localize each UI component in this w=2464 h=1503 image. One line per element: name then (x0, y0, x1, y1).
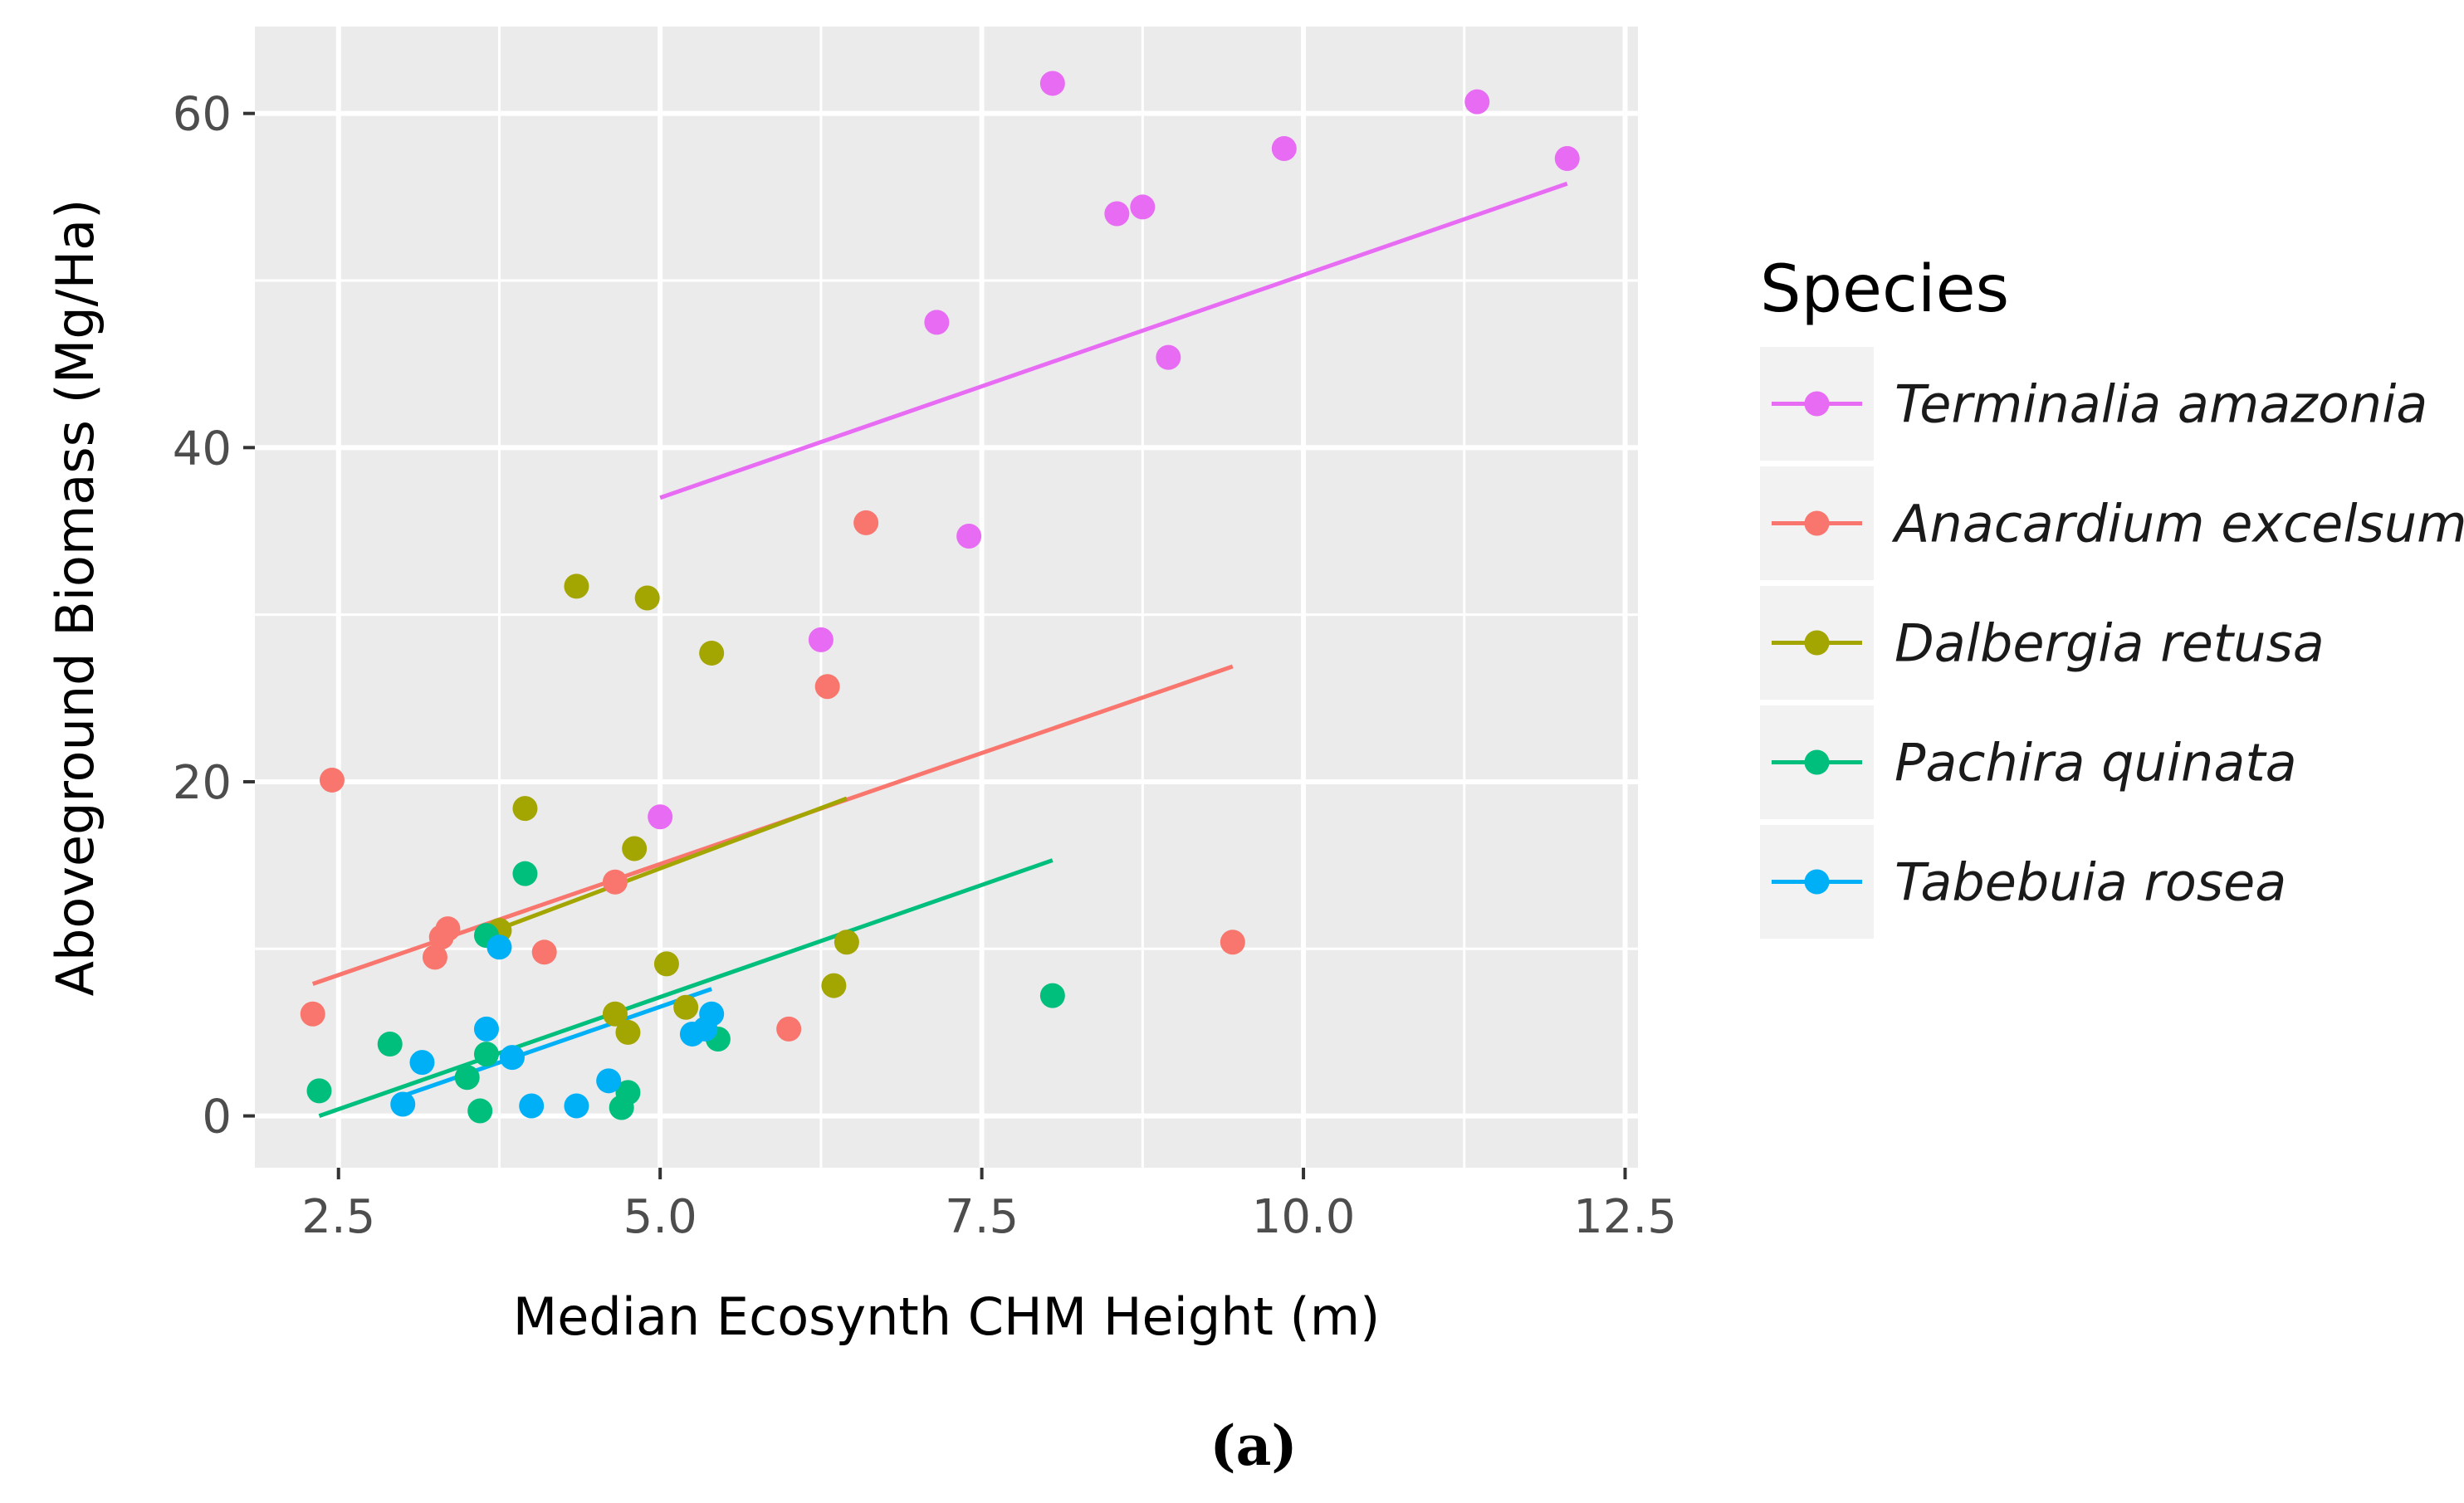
point-series-0 (1104, 201, 1130, 227)
y-axis-label: Aboveground Biomass (Mg/Ha) (45, 199, 105, 997)
point-series-4 (390, 1091, 416, 1117)
point-series-2 (653, 951, 679, 977)
point-series-1 (814, 674, 840, 700)
legend-label: Anacardium excelsum (1891, 494, 2464, 554)
y-tick-label: 60 (173, 88, 232, 142)
y-tick-label: 0 (202, 1091, 232, 1144)
x-tick-label: 10.0 (1252, 1190, 1356, 1244)
point-series-3 (1039, 983, 1065, 1008)
legend-key-point (1804, 391, 1830, 417)
fit-line-series-3 (318, 858, 1054, 1118)
point-series-0 (956, 524, 982, 549)
legend-key-point (1804, 630, 1830, 656)
point-series-2 (673, 994, 699, 1020)
point-series-1 (435, 916, 461, 942)
point-series-4 (699, 1001, 725, 1027)
point-series-4 (564, 1093, 589, 1119)
point-series-0 (1156, 344, 1181, 370)
point-series-3 (615, 1080, 641, 1105)
point-series-1 (776, 1016, 802, 1042)
point-series-3 (512, 861, 538, 886)
point-series-3 (377, 1032, 403, 1057)
point-series-2 (834, 930, 859, 955)
point-series-0 (1130, 194, 1156, 220)
x-tick-label: 2.5 (301, 1190, 375, 1244)
point-series-0 (1464, 89, 1490, 115)
point-series-2 (602, 1001, 628, 1027)
point-series-0 (924, 310, 950, 335)
x-tick-label: 5.0 (623, 1190, 697, 1244)
point-series-1 (422, 944, 447, 970)
y-tick-label: 40 (173, 422, 232, 476)
y-tick-label: 20 (173, 756, 232, 810)
legend-label: Dalbergia retusa (1894, 613, 2325, 674)
point-series-1 (531, 939, 557, 965)
point-series-4 (596, 1068, 622, 1094)
x-axis-ticks: 2.5 5.0 7.5 10.0 12.5 (301, 1168, 1677, 1244)
legend-key-point (1804, 749, 1830, 775)
legend-key-point (1804, 869, 1830, 895)
point-series-2 (634, 585, 660, 611)
point-series-1 (319, 767, 345, 793)
point-series-1 (300, 1001, 325, 1027)
point-series-0 (808, 627, 834, 652)
point-series-2 (821, 973, 847, 998)
point-series-2 (512, 796, 538, 822)
point-series-1 (1220, 930, 1245, 955)
x-tick-label: 12.5 (1573, 1190, 1677, 1244)
point-series-0 (1271, 135, 1297, 161)
legend-label: Tabebuia rosea (1894, 852, 2286, 913)
plot-panel (255, 27, 1638, 1168)
point-series-3 (473, 1042, 499, 1067)
point-series-4 (519, 1093, 545, 1119)
y-axis-ticks: 0 20 40 60 (173, 88, 255, 1144)
data-points (300, 71, 1580, 1124)
fit-line-series-2 (498, 796, 848, 931)
point-series-3 (467, 1098, 493, 1124)
legend-label: Pachira quinata (1894, 733, 2297, 793)
point-series-0 (1039, 71, 1065, 96)
legend-key-point (1804, 510, 1830, 536)
point-series-1 (602, 869, 628, 895)
x-tick-label: 7.5 (945, 1190, 1019, 1244)
legend-keys: Terminalia amazonia Anacardium excelsum Da… (1760, 347, 2464, 939)
point-series-1 (853, 510, 879, 535)
fit-line-series-4 (402, 987, 712, 1098)
point-series-2 (564, 573, 589, 599)
point-series-2 (615, 1019, 641, 1045)
point-series-3 (454, 1065, 480, 1091)
regression-lines (311, 181, 1568, 1118)
grid-major (255, 27, 1638, 1168)
legend-title: Species (1760, 252, 2009, 327)
legend: Species Terminalia amazonia Anacardium ex… (1760, 252, 2464, 939)
point-series-0 (1554, 146, 1580, 172)
point-series-4 (409, 1050, 435, 1076)
figure-caption: (a) (1210, 1413, 1297, 1478)
fit-line-series-0 (659, 181, 1568, 500)
point-series-4 (499, 1045, 525, 1071)
x-axis-label: Median Ecosynth CHM Height (m) (513, 1286, 1381, 1347)
point-series-3 (306, 1078, 332, 1104)
point-series-4 (473, 1016, 499, 1042)
point-series-4 (486, 934, 512, 960)
legend-label: Terminalia amazonia (1894, 374, 2427, 435)
point-series-0 (648, 804, 673, 830)
point-series-2 (699, 640, 725, 666)
point-series-2 (622, 836, 648, 861)
